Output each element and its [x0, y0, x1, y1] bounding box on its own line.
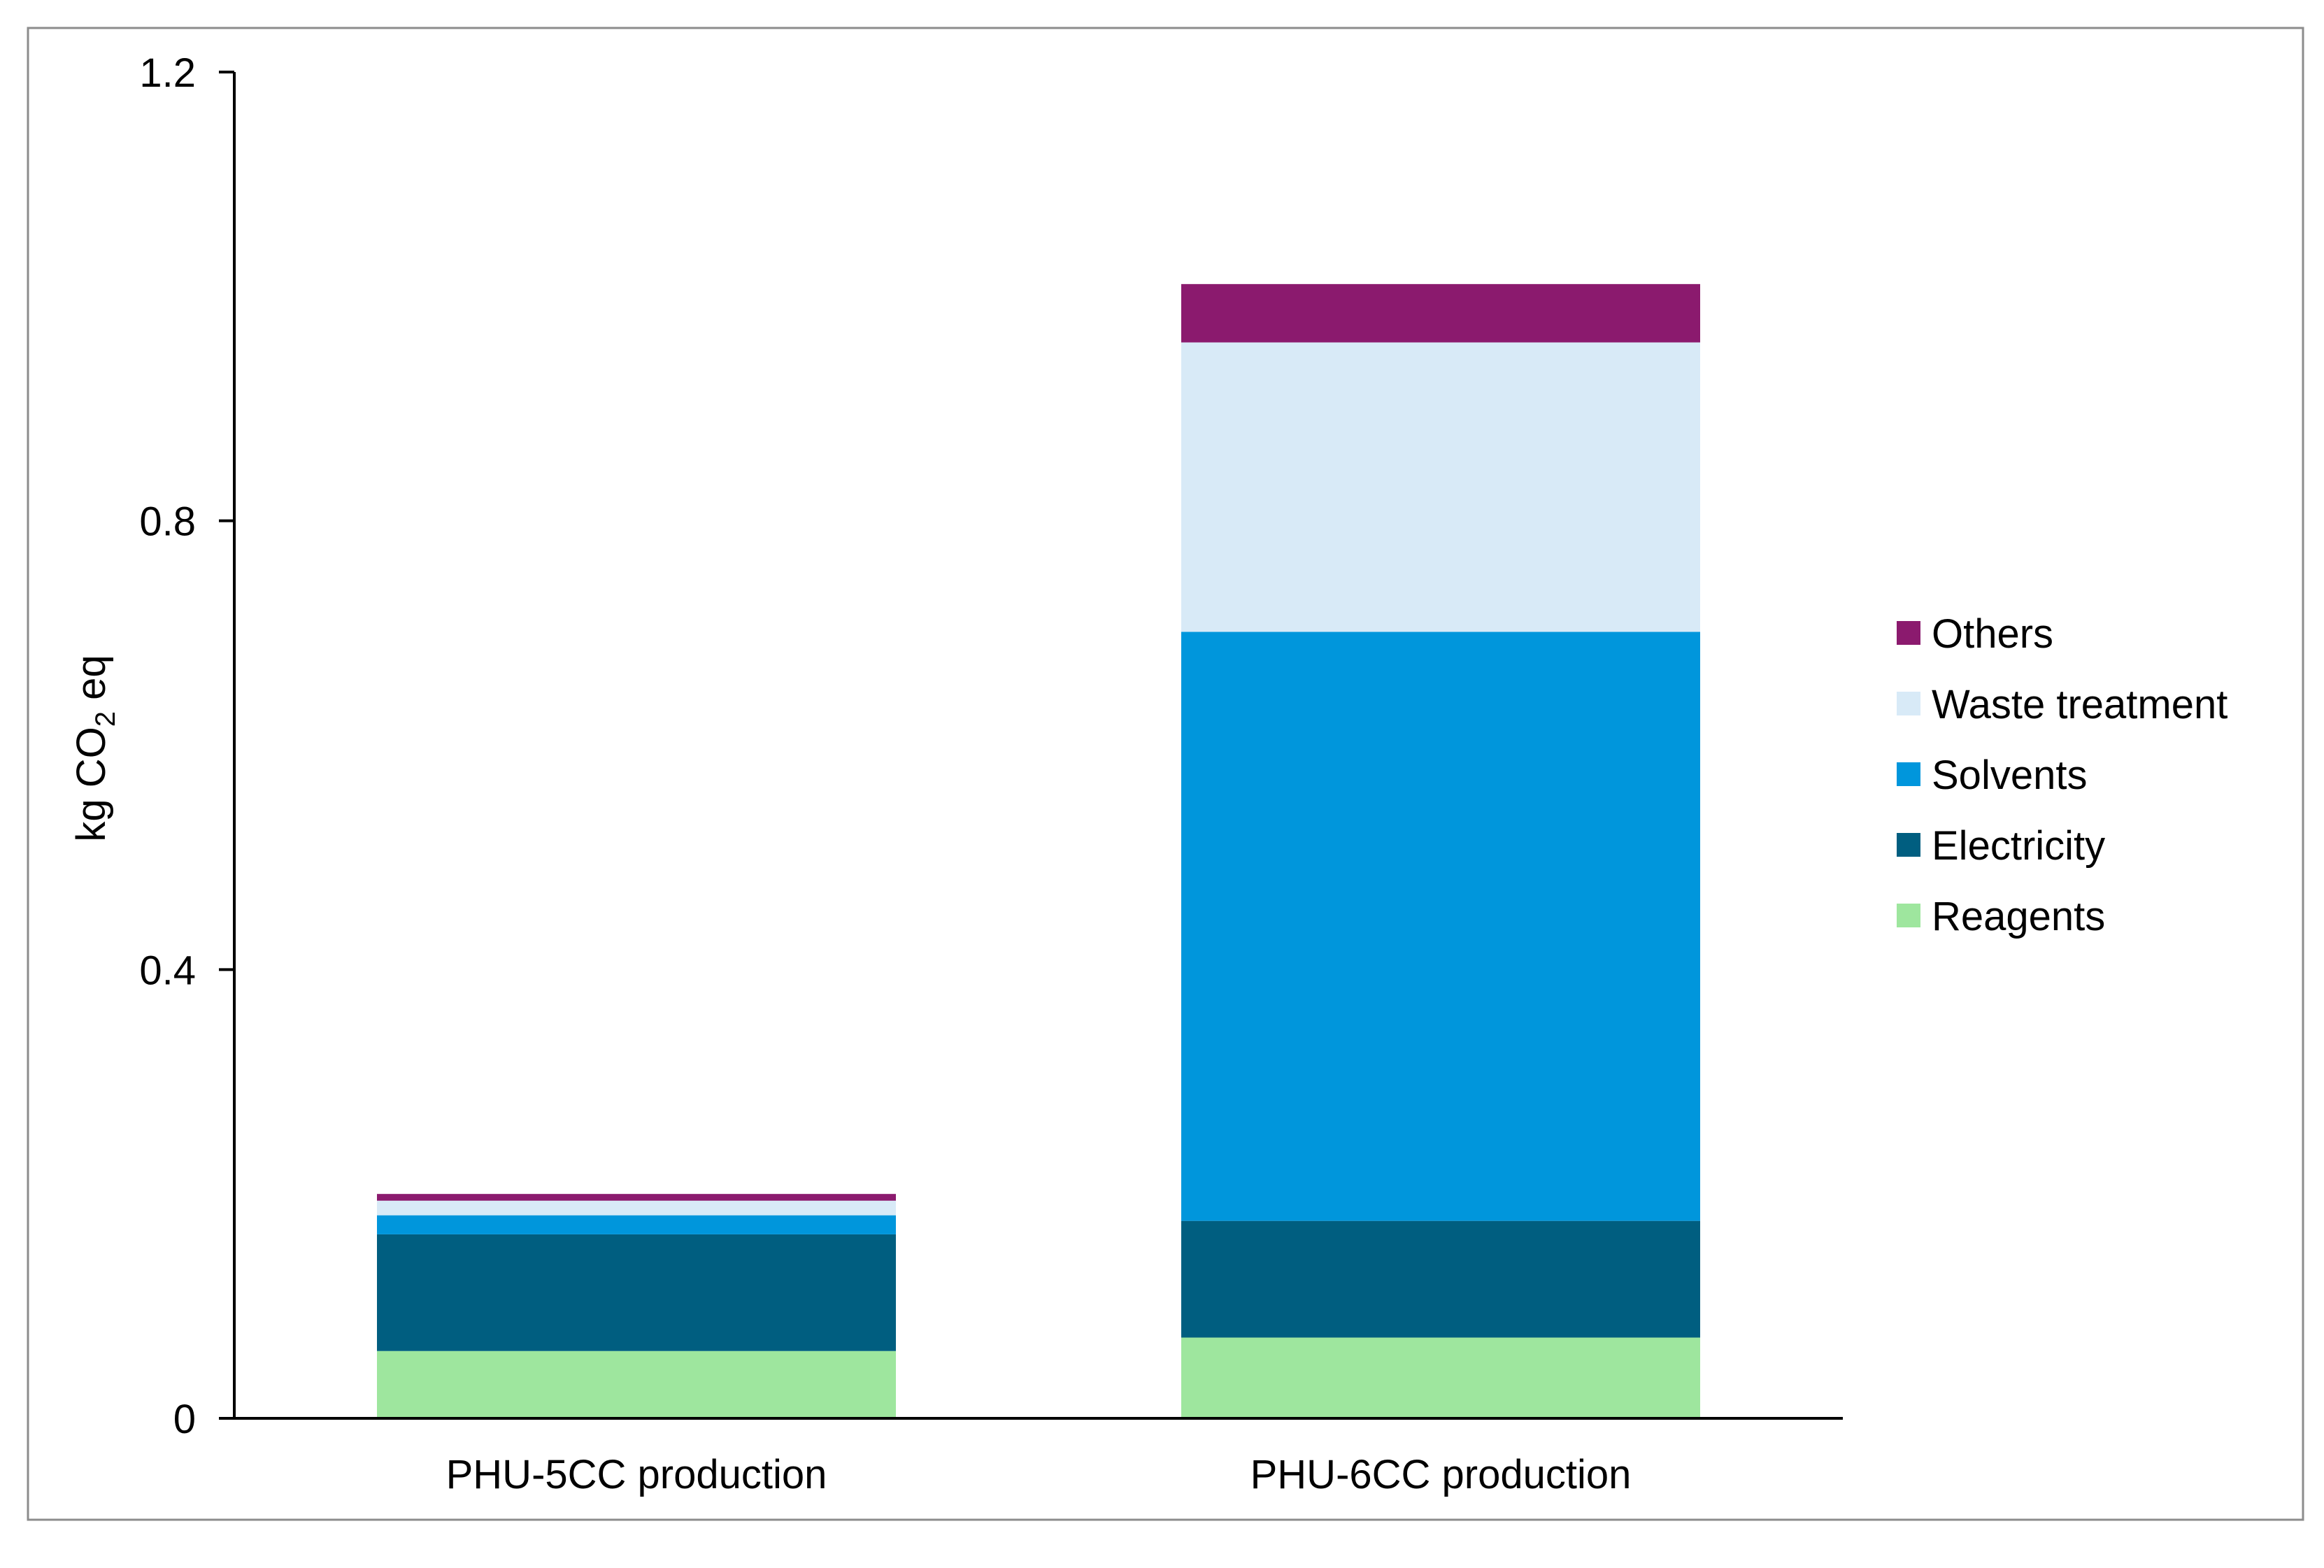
bar-segment-others-phu-5cc-production: [377, 1194, 896, 1201]
legend-item-solvents: Solvents: [1897, 753, 2087, 798]
legend-swatch-electricity: [1897, 833, 1920, 857]
legend-item-reagents: Reagents: [1897, 894, 2105, 939]
bar-segment-electricity-phu-6cc-production: [1181, 1220, 1700, 1338]
legend-swatch-solvents: [1897, 762, 1920, 786]
bar-segment-solvents-phu-6cc-production: [1181, 632, 1700, 1221]
legend-label-reagents: Reagents: [1932, 894, 2105, 939]
legend-item-others: Others: [1897, 611, 2053, 657]
y-axis-label-suffix: eq: [69, 655, 114, 711]
y-axis-label-prefix: kg CO: [69, 727, 114, 841]
legend-label-waste-treatment: Waste treatment: [1932, 682, 2227, 727]
legend-item-waste-treatment: Waste treatment: [1897, 682, 2227, 727]
bar-segment-reagents-phu-5cc-production: [377, 1350, 896, 1418]
bar-segment-electricity-phu-5cc-production: [377, 1234, 896, 1351]
legend-label-solvents: Solvents: [1932, 753, 2087, 798]
legend: Others Waste treatment Solvents Electricity…: [1897, 611, 2227, 939]
bar-segment-solvents-phu-5cc-production: [377, 1215, 896, 1234]
y-axis-label: kg CO2 eq: [69, 655, 121, 841]
x-tick-label-phu-5cc-production: PHU-5CC production: [446, 1452, 827, 1497]
legend-swatch-reagents: [1897, 904, 1920, 927]
bar-segment-waste-treatment-phu-5cc-production: [377, 1200, 896, 1216]
legend-label-others: Others: [1932, 611, 2053, 657]
y-tick-label-0-8: 0.8: [139, 499, 196, 545]
bar-segment-others-phu-6cc-production: [1181, 284, 1700, 343]
axes-group: 0 0.4 0.8 1.2: [139, 50, 1843, 1442]
y-tick-label-0-4: 0.4: [139, 948, 196, 993]
bars-group: PHU-5CC production PHU-6CC production: [377, 284, 1700, 1497]
bar-segment-reagents-phu-6cc-production: [1181, 1337, 1700, 1418]
legend-label-electricity: Electricity: [1932, 823, 2105, 869]
y-axis-label-subscript: 2: [90, 711, 121, 727]
bar-segment-waste-treatment-phu-6cc-production: [1181, 342, 1700, 632]
legend-item-electricity: Electricity: [1897, 823, 2105, 869]
legend-swatch-waste-treatment: [1897, 692, 1920, 715]
y-tick-label-0: 0: [173, 1397, 196, 1442]
y-tick-label-1-2: 1.2: [139, 50, 196, 96]
x-tick-label-phu-6cc-production: PHU-6CC production: [1250, 1452, 1632, 1497]
legend-swatch-others: [1897, 621, 1920, 645]
